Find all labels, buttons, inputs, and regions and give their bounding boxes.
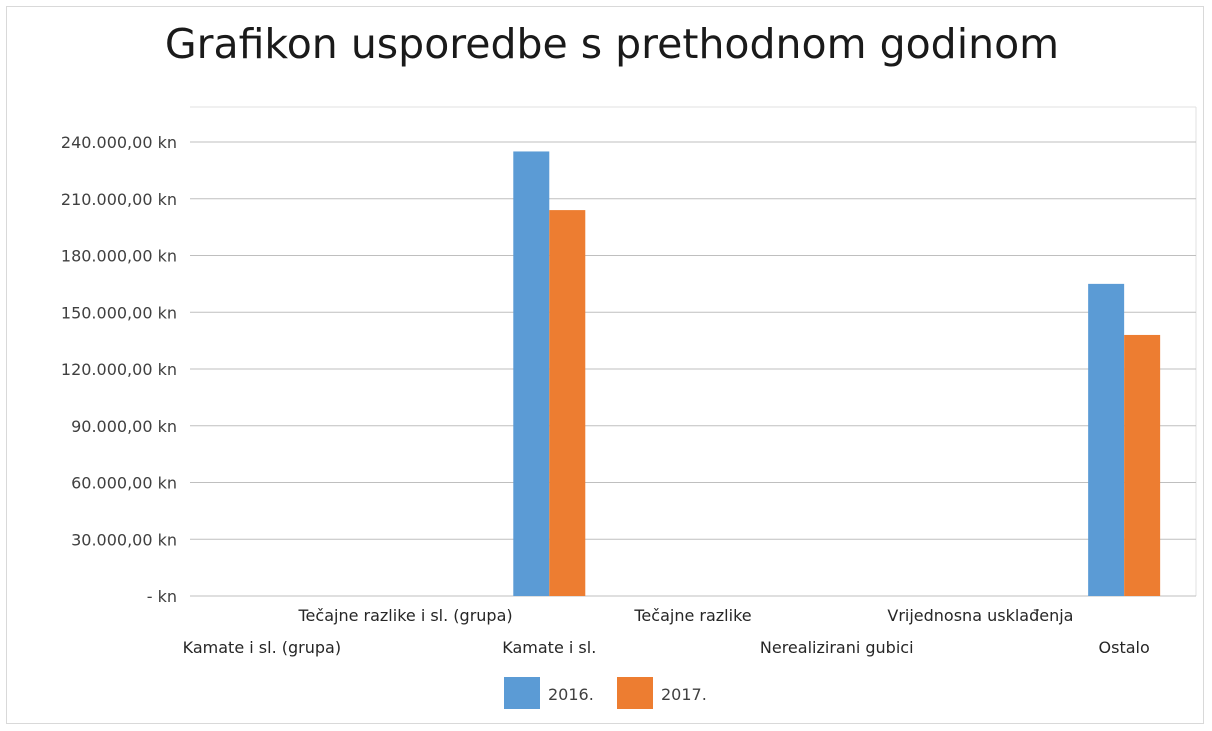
x-category-label: Nerealizirani gubici <box>760 638 914 657</box>
chart-frame <box>6 6 1204 724</box>
y-tick-label: 210.000,00 kn <box>61 190 177 209</box>
y-tick-label: - kn <box>147 587 177 606</box>
x-category-label: Tečajne razlike i sl. (grupa) <box>298 606 513 625</box>
chart-title: Grafikon usporedbe s prethodnom godinom <box>164 20 1060 68</box>
y-tick-label: 120.000,00 kn <box>61 360 177 379</box>
legend-label: 2017. <box>661 685 707 704</box>
bar-2016-2 <box>513 151 550 597</box>
y-tick-label: 240.000,00 kn <box>61 133 177 152</box>
bar-2017-6 <box>1124 334 1161 596</box>
x-category-label: Tečajne razlike <box>633 606 751 625</box>
bar-2017-2 <box>549 210 586 596</box>
y-tick-label: 90.000,00 kn <box>71 417 177 436</box>
y-tick-label: 150.000,00 kn <box>61 303 177 322</box>
x-category-label: Kamate i sl. <box>502 638 596 657</box>
y-tick-label: 180.000,00 kn <box>61 247 177 266</box>
legend-swatch-2017 <box>617 677 653 709</box>
x-category-label: Vrijednosna usklađenja <box>887 606 1073 625</box>
x-category-label: Ostalo <box>1099 638 1150 657</box>
y-tick-label: 30.000,00 kn <box>71 530 177 549</box>
legend-swatch-2016 <box>504 677 540 709</box>
y-tick-label: 60.000,00 kn <box>71 474 177 493</box>
legend-label: 2016. <box>548 685 594 704</box>
x-category-label: Kamate i sl. (grupa) <box>183 638 341 657</box>
bar-2016-6 <box>1088 283 1125 596</box>
